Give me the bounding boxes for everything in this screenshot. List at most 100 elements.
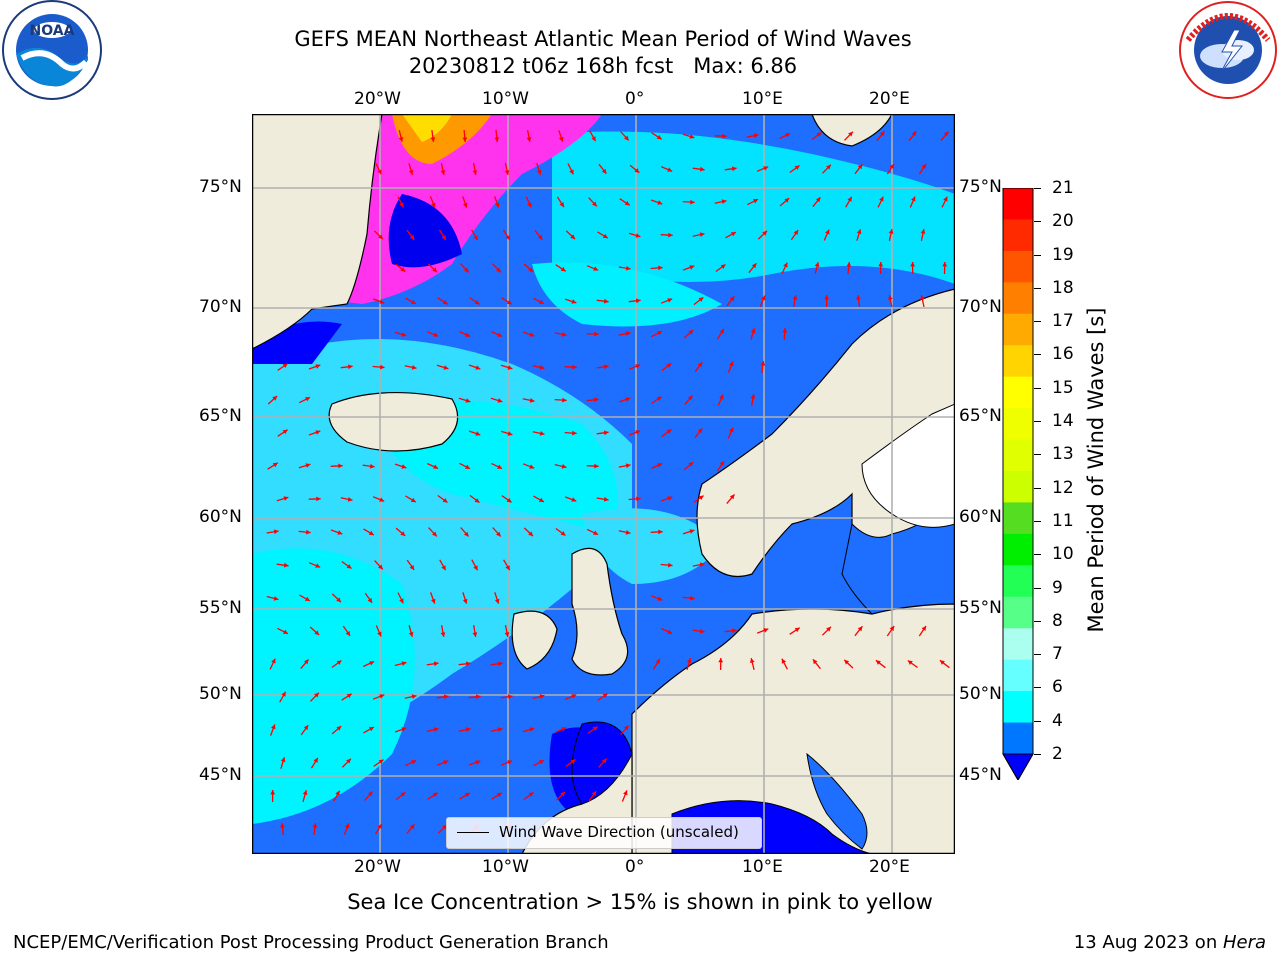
wave-direction-arrowhead bbox=[346, 758, 351, 764]
wave-direction-arrowhead bbox=[465, 398, 471, 403]
wave-direction-arrowhead bbox=[302, 790, 308, 796]
wave-direction-arrowhead bbox=[592, 726, 598, 731]
wave-direction-arrowhead bbox=[602, 758, 607, 764]
lat-label-left-75n: 75°N bbox=[199, 177, 242, 197]
wave-direction-arrowhead bbox=[539, 299, 544, 304]
wave-direction-arrowhead bbox=[762, 230, 768, 236]
wave-direction-arrowhead bbox=[794, 165, 800, 170]
wave-direction-arrowhead bbox=[430, 137, 436, 142]
wave-direction-arrowhead bbox=[369, 661, 375, 666]
wave-direction-arrowhead bbox=[506, 498, 512, 503]
wave-direction-arrowhead bbox=[335, 790, 340, 796]
wave-direction-arrowhead bbox=[505, 235, 510, 240]
lon-label-top-20w: 20°W bbox=[354, 89, 401, 109]
wave-direction-arrowhead bbox=[305, 397, 310, 402]
colorbar-tick-label: 11 bbox=[1052, 510, 1074, 531]
land-svalbard bbox=[811, 113, 893, 147]
wave-direction-arrowhead bbox=[792, 295, 798, 300]
wave-direction-arrowhead bbox=[690, 199, 695, 205]
wave-direction-arrowhead bbox=[529, 332, 535, 337]
colorbar-swatch bbox=[1003, 313, 1033, 346]
lat-label-right-65n: 65°N bbox=[959, 406, 1002, 426]
wave-direction-arrowhead bbox=[688, 330, 694, 335]
wave-direction-arrowhead bbox=[433, 464, 439, 469]
wave-direction-arrowhead bbox=[657, 463, 663, 468]
wave-direction-arrowhead bbox=[473, 235, 478, 241]
wave-direction-arrowhead bbox=[658, 529, 663, 535]
wave-direction-arrowhead bbox=[760, 361, 766, 366]
colorbar-tick-mark bbox=[1034, 520, 1041, 522]
wave-direction-arrowhead bbox=[812, 659, 818, 665]
wave-direction-arrowhead bbox=[689, 529, 695, 534]
wave-direction-arrowhead bbox=[560, 266, 566, 272]
wave-direction-arrowhead bbox=[623, 790, 628, 796]
lat-label-left-60n: 60°N bbox=[199, 507, 242, 527]
wave-direction-arrowhead bbox=[624, 725, 629, 731]
wave-direction-arrowhead bbox=[750, 328, 756, 334]
wave-direction-arrowhead bbox=[379, 497, 385, 502]
wave-direction-arrowhead bbox=[729, 427, 734, 433]
wave-direction-arrowhead bbox=[562, 397, 567, 403]
wave-direction-arrowhead bbox=[338, 463, 343, 469]
wave-direction-arrowhead bbox=[698, 495, 704, 500]
wave-direction-arrowhead bbox=[561, 332, 567, 337]
wave-direction-arrowhead bbox=[687, 395, 693, 401]
wave-direction-arrowhead bbox=[306, 529, 311, 535]
wave-direction-arrowhead bbox=[367, 597, 373, 603]
wave-direction-arrowhead bbox=[698, 297, 704, 302]
wave-direction-arrowhead bbox=[729, 296, 735, 302]
wave-direction-arrowhead bbox=[784, 198, 790, 203]
wave-direction-arrowhead bbox=[697, 428, 703, 434]
wave-direction-arrowhead bbox=[398, 137, 404, 142]
wave-direction-arrowhead bbox=[507, 760, 513, 765]
wave-direction-arrowhead bbox=[498, 661, 503, 667]
wave-direction-arrowhead bbox=[793, 230, 799, 235]
wave-direction-arrowhead bbox=[494, 598, 500, 604]
wave-direction-arrowhead bbox=[304, 596, 310, 601]
colorbar-tick-mark bbox=[1034, 487, 1041, 489]
colorbar-tick-labels: 21 20 19 18 17 16 15 14 13 12 11 10 9 8 7 6 4 2 bbox=[1034, 178, 1082, 770]
wave-direction-arrowhead bbox=[273, 596, 279, 601]
wave-direction-arrowhead bbox=[636, 298, 641, 304]
colorbar-tick-label: 9 bbox=[1052, 577, 1063, 598]
land-finland-white bbox=[861, 403, 956, 528]
wave-direction-arrowhead bbox=[527, 202, 532, 208]
colorbar-tick-label: 15 bbox=[1052, 377, 1074, 398]
wave-direction-arrowhead bbox=[475, 365, 481, 370]
wave-direction-arrowhead bbox=[763, 628, 769, 633]
wave-direction-arrowhead bbox=[718, 658, 724, 663]
wave-direction-arrowhead bbox=[440, 170, 446, 175]
wave-direction-arrowhead bbox=[348, 364, 353, 370]
colorbar-tick-label: 12 bbox=[1052, 477, 1074, 498]
wave-direction-arrowhead bbox=[558, 136, 564, 142]
wave-direction-arrowhead bbox=[336, 726, 342, 731]
wave-direction-arrowhead bbox=[826, 626, 831, 632]
wave-direction-arrowhead bbox=[528, 267, 534, 272]
colorbar-tick-mark bbox=[1034, 654, 1041, 656]
wave-direction-arrowhead bbox=[625, 397, 631, 402]
wave-direction-arrowhead bbox=[668, 232, 673, 238]
wave-direction-arrowhead bbox=[942, 262, 948, 267]
wave-direction-arrowhead bbox=[699, 628, 705, 634]
wave-direction-arrowhead bbox=[731, 166, 737, 172]
wave-direction-arrowhead bbox=[591, 136, 596, 142]
colorbar-swatch bbox=[1003, 439, 1033, 472]
wave-direction-arrowhead bbox=[377, 823, 382, 829]
wave-direction-arrowhead bbox=[345, 631, 351, 636]
land-ireland bbox=[511, 610, 558, 670]
colorbar-tick-label: 21 bbox=[1052, 178, 1074, 198]
wave-direction-arrowhead bbox=[667, 496, 673, 501]
lat-label-left-70n: 70°N bbox=[199, 297, 242, 317]
lon-label-bottom-0: 0° bbox=[625, 857, 645, 877]
colorbar-swatch bbox=[1003, 533, 1033, 566]
wave-direction-arrowhead bbox=[888, 295, 893, 300]
wave-direction-arrowhead bbox=[464, 792, 470, 798]
wave-direction-arrowhead bbox=[380, 364, 385, 370]
wave-direction-arrowhead bbox=[699, 562, 705, 568]
wave-direction-arrowhead bbox=[921, 626, 926, 631]
wave-direction-arrowhead bbox=[399, 202, 404, 208]
footer-date: 13 Aug 2023 on bbox=[1073, 932, 1223, 953]
wave-direction-arrowhead bbox=[473, 565, 478, 571]
wave-direction-arrowhead bbox=[920, 229, 926, 234]
colorbar-tick-label: 4 bbox=[1052, 710, 1063, 731]
